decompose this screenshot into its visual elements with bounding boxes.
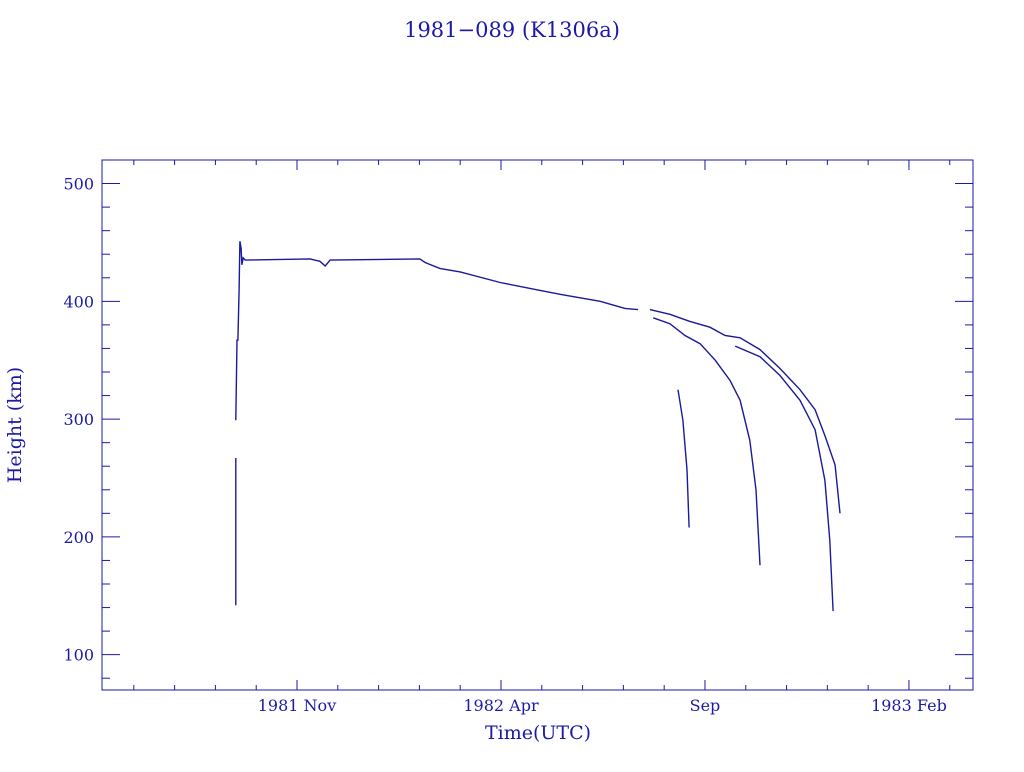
x-tick-label: 1982 Apr [463,696,539,715]
x-tick-label: Sep [690,696,721,715]
axis-ticks: 1981 Nov 1982 Apr Sep 1983 Feb 100 200 300 400 5… [63,159,973,715]
series-line-main-orbit [235,241,639,421]
y-tick-label: 100 [63,646,94,665]
series-group [235,241,841,612]
y-tick-label: 400 [63,292,94,311]
chart-title: 1981−089 (K1306a) [404,18,620,42]
series-line-object-a [649,308,841,514]
x-tick-label: 1981 Nov [258,696,336,715]
series-line-object-d [734,345,834,612]
x-axis-label: Time(UTC) [485,722,591,744]
y-tick-label: 200 [63,528,94,547]
x-tick-label: 1983 Feb [871,696,947,715]
y-tick-label: 300 [63,410,94,429]
series-line-object-c [677,389,690,528]
y-tick-label: 500 [63,175,94,194]
y-axis-label: Height (km) [4,367,26,483]
plot-frame [101,159,974,691]
series-line-object-b [652,317,761,566]
